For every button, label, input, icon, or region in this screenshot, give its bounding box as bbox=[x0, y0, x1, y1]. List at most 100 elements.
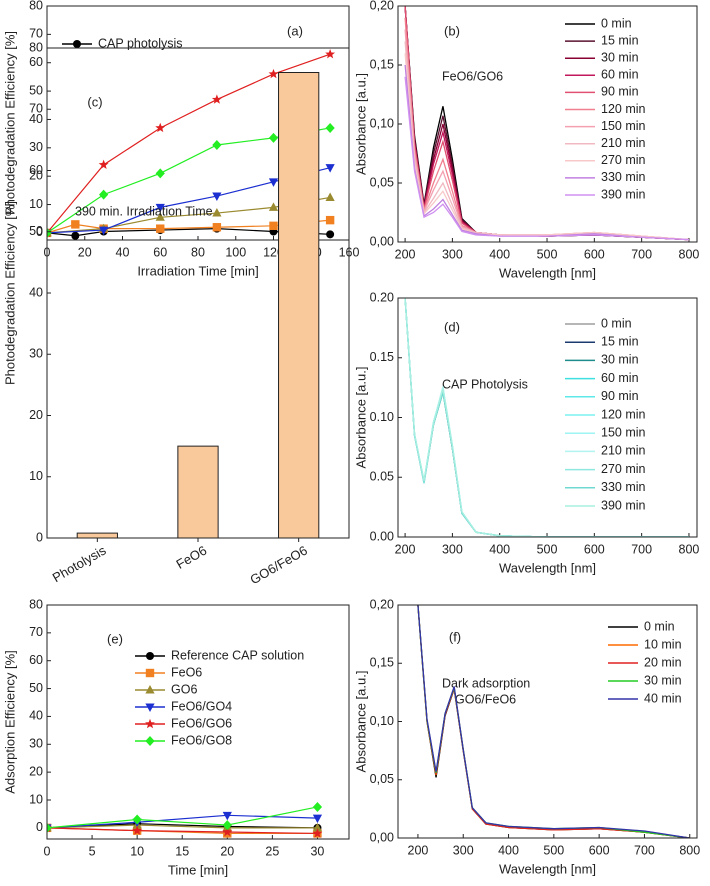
plot-area bbox=[47, 801, 323, 838]
y-tick-label: 0 bbox=[36, 820, 43, 834]
y-tick-label: 80 bbox=[29, 597, 43, 611]
y-tick-label: 30 bbox=[29, 140, 43, 154]
panel-label: (e) bbox=[107, 631, 123, 646]
marker bbox=[211, 94, 222, 104]
y-tick-label: 0,05 bbox=[370, 175, 394, 189]
y-axis-title: Adsorption Efficiency [%] bbox=[2, 650, 17, 794]
x-tick-label: 300 bbox=[442, 542, 463, 556]
x-tick-label: 800 bbox=[679, 843, 700, 857]
y-axis-title: Absorbance [a.u.] bbox=[353, 73, 368, 175]
y-tick-label: 0.00 bbox=[370, 529, 394, 543]
y-tick-label: 50 bbox=[29, 83, 43, 97]
series-line bbox=[47, 806, 318, 829]
legend-label: 210 min bbox=[601, 444, 646, 458]
y-tick-label: 0 bbox=[36, 530, 43, 544]
y-axis-title: Photodegradation Efficiency [%] bbox=[2, 201, 17, 385]
marker bbox=[312, 814, 323, 824]
panel-label: (a) bbox=[287, 23, 303, 38]
y-tick-label: 50 bbox=[29, 681, 43, 695]
marker bbox=[99, 226, 109, 236]
x-axis-title: Time [min] bbox=[168, 862, 228, 877]
series-line bbox=[404, 6, 689, 241]
marker bbox=[222, 820, 232, 831]
x-tick-label: FeO6 bbox=[174, 543, 210, 572]
legend-label: 0 min bbox=[601, 316, 632, 330]
y-tick-label: 0,20 bbox=[370, 0, 394, 12]
marker bbox=[325, 122, 335, 133]
legend-label: Reference CAP solution bbox=[171, 648, 304, 662]
legend-label: 40 min bbox=[644, 691, 682, 705]
annotation: GO6/FeO6 bbox=[455, 692, 516, 706]
series-line bbox=[417, 605, 690, 838]
x-tick-label: 400 bbox=[489, 247, 510, 261]
y-tick-label: 0.05 bbox=[370, 470, 394, 484]
x-tick-label: 800 bbox=[679, 542, 700, 556]
marker bbox=[312, 822, 323, 832]
x-tick-label: 600 bbox=[589, 843, 610, 857]
legend-label: 15 min bbox=[601, 334, 639, 348]
axes-frame bbox=[397, 5, 698, 243]
x-tick-label: 500 bbox=[537, 247, 558, 261]
x-tick-label: 80 bbox=[191, 245, 205, 259]
marker bbox=[325, 192, 335, 201]
marker bbox=[155, 212, 165, 221]
marker bbox=[73, 40, 81, 48]
x-tick-label: 700 bbox=[631, 542, 652, 556]
y-axis-title: Photodegradation Efficiency [%] bbox=[2, 31, 17, 215]
marker bbox=[312, 801, 323, 812]
y-tick-label: 40 bbox=[29, 285, 43, 299]
series-line bbox=[47, 823, 318, 829]
marker bbox=[99, 189, 109, 200]
series-line bbox=[404, 6, 689, 241]
annotation: Dark adsorption bbox=[442, 676, 530, 690]
y-tick-label: 10 bbox=[29, 469, 43, 483]
y-tick-label: 80 bbox=[29, 40, 43, 54]
marker bbox=[212, 192, 222, 202]
series-line bbox=[47, 53, 331, 234]
x-axis-title: Irradiation Time [min] bbox=[137, 263, 258, 278]
legend-label: FeO6/GO4 bbox=[171, 699, 232, 713]
series-line bbox=[417, 605, 690, 838]
marker bbox=[325, 164, 335, 173]
marker bbox=[145, 718, 155, 729]
y-tick-label: 10 bbox=[29, 792, 43, 806]
marker bbox=[326, 230, 335, 239]
series-line bbox=[47, 824, 318, 829]
legend-label: 30 min bbox=[644, 673, 682, 687]
x-tick-label: 400 bbox=[498, 843, 519, 857]
axes-frame bbox=[397, 297, 698, 538]
marker bbox=[155, 203, 165, 213]
x-axis-title: Wavelength [nm] bbox=[499, 861, 596, 876]
x-tick-label: 25 bbox=[265, 844, 279, 858]
x-tick-label: 20 bbox=[220, 844, 234, 858]
marker bbox=[268, 178, 279, 187]
x-tick-label: GO6/FeO6 bbox=[247, 543, 310, 588]
plot-area bbox=[404, 298, 689, 537]
legend-label: 120 min bbox=[601, 407, 646, 421]
y-tick-label: 70 bbox=[29, 102, 43, 116]
x-tick-label: 30 bbox=[310, 844, 324, 858]
series-line bbox=[404, 298, 689, 537]
x-tick-label: 5 bbox=[89, 844, 96, 858]
marker bbox=[155, 122, 166, 133]
y-tick-label: 0.10 bbox=[370, 410, 394, 424]
marker bbox=[212, 139, 222, 150]
marker bbox=[222, 811, 232, 821]
x-tick-label: 500 bbox=[543, 843, 564, 857]
y-tick-label: 40 bbox=[29, 112, 43, 126]
y-tick-label: 70 bbox=[29, 27, 43, 41]
y-tick-label: 0,10 bbox=[370, 116, 394, 130]
x-tick-label: 700 bbox=[634, 843, 655, 857]
axes-frame bbox=[46, 47, 350, 539]
marker bbox=[268, 202, 279, 211]
panel-label: (d) bbox=[444, 319, 460, 334]
series-line bbox=[47, 814, 318, 829]
legend-label: FeO6/GO8 bbox=[171, 733, 232, 747]
annotation: 390 min. Irradiation Time bbox=[75, 204, 213, 218]
marker bbox=[47, 227, 52, 238]
y-tick-label: 20 bbox=[29, 764, 43, 778]
marker bbox=[268, 132, 279, 143]
marker bbox=[71, 231, 80, 240]
